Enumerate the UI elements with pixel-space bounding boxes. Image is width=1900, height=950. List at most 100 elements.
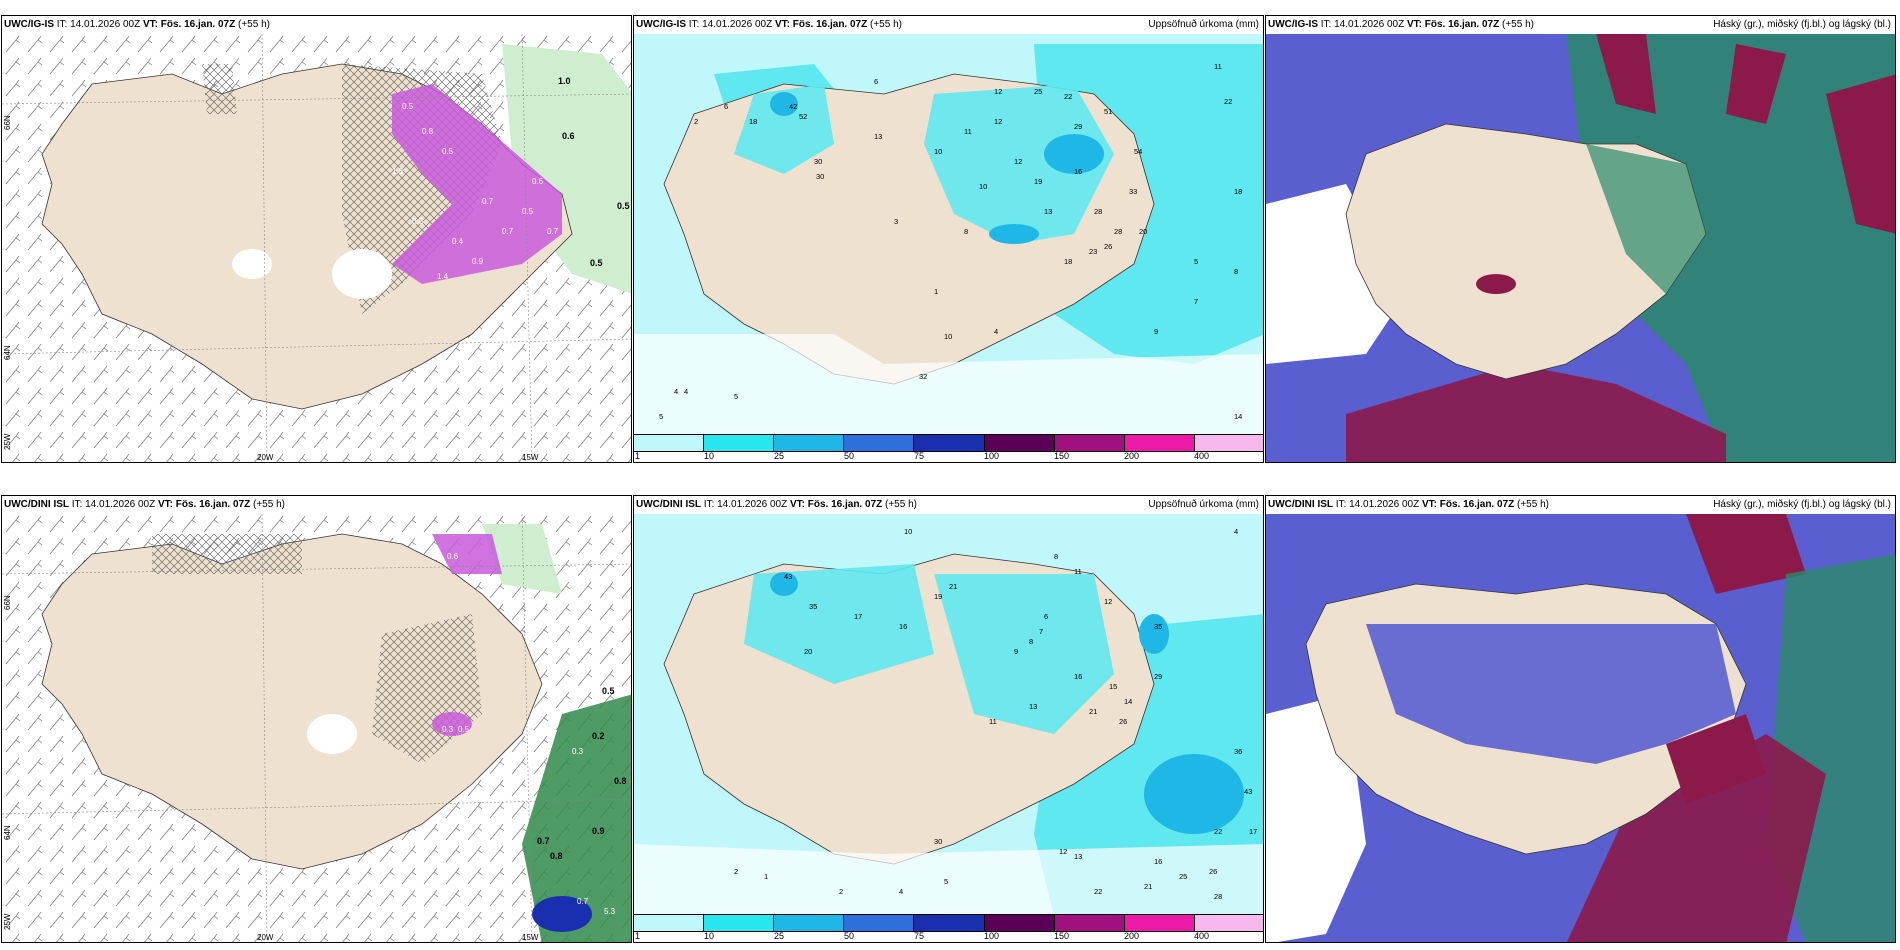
svg-text:18: 18 [1234, 187, 1242, 196]
precip-map: 10 4 8 11 12 43 35 21 19 20 17 16 35 13 … [634, 514, 1263, 916]
legend-tick: 150 [1054, 451, 1070, 461]
svg-text:28: 28 [1214, 892, 1222, 901]
panel-header: UWC/DINI ISL IT: 14.01.2026 00Z VT: Fös.… [4, 499, 285, 510]
svg-text:22: 22 [1094, 887, 1102, 896]
svg-text:0.6: 0.6 [532, 177, 544, 186]
svg-text:21: 21 [949, 582, 957, 591]
svg-text:10: 10 [979, 182, 987, 191]
legend-tick: 1 [635, 931, 641, 941]
legend-tick: 10 [704, 451, 715, 461]
panel-igis-snow: UWC/IG-IS IT: 14.01.2026 00Z VT: Fös. 16… [1, 15, 632, 463]
svg-text:33: 33 [1129, 187, 1137, 196]
svg-text:19: 19 [934, 592, 942, 601]
svg-text:4: 4 [674, 387, 678, 396]
svg-text:0.8: 0.8 [614, 776, 627, 786]
legend-tick: 50 [844, 451, 855, 461]
svg-text:28: 28 [1114, 227, 1122, 236]
svg-text:0.4: 0.4 [452, 237, 464, 246]
legend-swatch [634, 435, 705, 451]
panel-header: UWC/IG-IS IT: 14.01.2026 00Z VT: Fös. 16… [1268, 19, 1534, 30]
svg-text:6: 6 [724, 102, 728, 111]
legend-tick: 200 [1124, 451, 1140, 461]
svg-text:20: 20 [804, 647, 812, 656]
snow-wind-map: 0.5 0.2 0.3 0.8 0.7 0.9 0.8 0.6 0.5 0.3 … [2, 514, 631, 942]
svg-text:22: 22 [1064, 92, 1072, 101]
svg-text:29: 29 [1074, 122, 1082, 131]
svg-text:1.3: 1.3 [392, 167, 404, 176]
panel-header: UWC/DINI ISL IT: 14.01.2026 00Z VT: Fös.… [1268, 499, 1549, 510]
svg-text:11: 11 [1074, 567, 1082, 576]
svg-text:7: 7 [1039, 627, 1043, 636]
legend-tick: 75 [914, 931, 925, 941]
svg-text:29: 29 [1154, 672, 1162, 681]
iceland-land [41, 533, 543, 870]
svg-text:6: 6 [1044, 612, 1048, 621]
legend-swatch [774, 435, 845, 451]
legend-swatch [704, 435, 775, 451]
svg-text:25W: 25W [3, 433, 12, 450]
svg-text:0.7: 0.7 [537, 836, 550, 846]
svg-text:0.5: 0.5 [442, 147, 454, 156]
legend-swatch [1124, 915, 1195, 931]
svg-text:16: 16 [899, 622, 907, 631]
svg-text:35: 35 [809, 602, 817, 611]
svg-text:4: 4 [899, 887, 903, 896]
svg-text:5.3: 5.3 [604, 907, 616, 916]
svg-text:11: 11 [1214, 62, 1222, 71]
svg-text:1.0: 1.0 [558, 76, 571, 86]
svg-text:8: 8 [964, 227, 968, 236]
svg-text:52: 52 [799, 112, 807, 121]
svg-text:10: 10 [944, 332, 952, 341]
svg-text:2: 2 [839, 887, 843, 896]
svg-text:12: 12 [994, 87, 1002, 96]
panel-dini-snow: UWC/DINI ISL IT: 14.01.2026 00Z VT: Fös.… [1, 495, 632, 943]
svg-text:43: 43 [784, 572, 792, 581]
legend-swatch [844, 435, 915, 451]
svg-text:30: 30 [816, 172, 824, 181]
svg-text:30: 30 [934, 837, 942, 846]
svg-text:17: 17 [854, 612, 862, 621]
svg-text:0.6: 0.6 [562, 131, 575, 141]
svg-text:17: 17 [1249, 827, 1257, 836]
svg-text:32: 32 [919, 372, 927, 381]
svg-text:8: 8 [1054, 552, 1058, 561]
panel-header: UWC/DINI ISL IT: 14.01.2026 00Z VT: Fös.… [636, 499, 917, 510]
svg-text:22: 22 [1214, 827, 1222, 836]
svg-text:8: 8 [1234, 267, 1238, 276]
svg-text:20: 20 [1139, 227, 1147, 236]
svg-text:0.9: 0.9 [472, 257, 484, 266]
svg-text:10: 10 [904, 527, 912, 536]
panel-header: UWC/IG-IS IT: 14.01.2026 00Z VT: Fös. 16… [4, 19, 270, 30]
svg-text:1: 1 [764, 872, 768, 881]
panel-igis-clouds: UWC/IG-IS IT: 14.01.2026 00Z VT: Fös. 16… [1265, 15, 1896, 463]
svg-text:5: 5 [1194, 257, 1198, 266]
precip-map: 42 52 30 30 13 10 10 11 12 25 22 29 28 5… [634, 34, 1263, 436]
svg-text:12: 12 [1104, 597, 1112, 606]
panel-header: UWC/IG-IS IT: 14.01.2026 00Z VT: Fös. 16… [636, 19, 902, 30]
snow-wind-map: 1.0 0.6 0.5 0.5 0.5 0.7 0.5 1.3 0.8 0.6 … [2, 34, 631, 462]
svg-text:43: 43 [1244, 787, 1252, 796]
svg-text:0.7: 0.7 [482, 197, 494, 206]
svg-text:35: 35 [1154, 622, 1162, 631]
svg-text:0.5: 0.5 [617, 201, 630, 211]
svg-text:1.4: 1.4 [437, 272, 449, 281]
svg-text:2: 2 [734, 867, 738, 876]
svg-text:26: 26 [1104, 242, 1112, 251]
precip-legend: 1 10 25 50 75 100 150 200 400 [634, 434, 1263, 462]
svg-text:20W: 20W [257, 933, 274, 942]
svg-text:25: 25 [1034, 87, 1042, 96]
legend-tick: 75 [914, 451, 925, 461]
legend-tick: 100 [984, 931, 1000, 941]
legend-swatch [1194, 435, 1263, 451]
legend-swatch [704, 915, 775, 931]
panel-title: Uppsöfnuð úrkoma (mm) [1148, 499, 1259, 510]
svg-text:9: 9 [1014, 647, 1018, 656]
cloud-map [1266, 34, 1895, 462]
svg-text:0.8: 0.8 [550, 851, 563, 861]
svg-text:19: 19 [1034, 177, 1042, 186]
svg-text:54: 54 [1134, 147, 1142, 156]
svg-text:0.5: 0.5 [602, 686, 615, 696]
legend-swatch [914, 915, 985, 931]
svg-text:12: 12 [994, 117, 1002, 126]
svg-text:0.5: 0.5 [522, 207, 534, 216]
